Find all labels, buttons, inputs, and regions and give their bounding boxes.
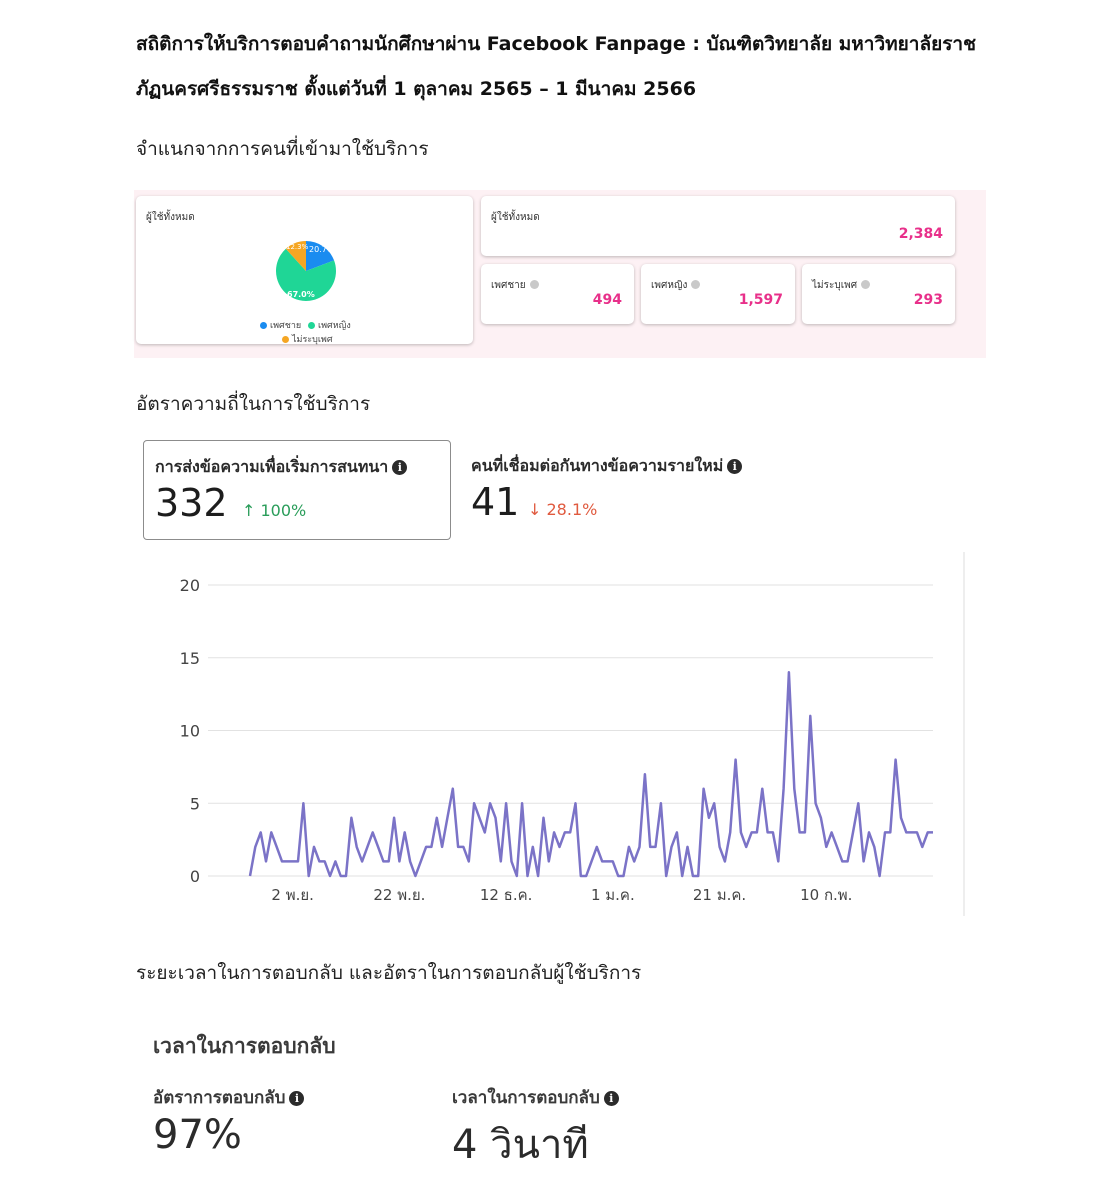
female-value: 1,597 — [738, 292, 783, 308]
conversations-label: การส่งข้อความเพื่อเริ่มการสนทนา — [155, 457, 389, 476]
section-heading-frequency: อัตราความถี่ในการใช้บริการ — [136, 393, 371, 415]
pie-slice-male — [306, 241, 335, 271]
legend-male: เพศชาย — [260, 318, 301, 332]
title-line-2: ภัฏนครศรีธรรมราช ตั้งแต่วันที่ 1 ตุลาคม … — [136, 78, 697, 100]
demographics-panel: ผู้ใช้ทั้งหมด 20.7% 67.0% 12.3% เพศชาย เ… — [134, 190, 986, 358]
info-icon[interactable]: i — [727, 459, 743, 474]
info-icon[interactable] — [861, 280, 871, 289]
info-icon[interactable]: i — [289, 1091, 305, 1106]
female-card: เพศหญิง 1,597 — [641, 264, 795, 324]
legend-unknown: ไม่ระบุเพศ — [282, 332, 333, 346]
total-users-label: ผู้ใช้ทั้งหมด — [491, 212, 540, 223]
pie-card: ผู้ใช้ทั้งหมด 20.7% 67.0% 12.3% เพศชาย เ… — [136, 196, 473, 346]
response-rate-label-wrap: อัตราการตอบกลับ i — [153, 1084, 305, 1111]
female-card-label-wrap: เพศหญิง — [651, 278, 701, 293]
y-tick-label: 5 — [190, 794, 200, 813]
total-users-value: 2,384 — [898, 226, 943, 242]
x-tick-label: 22 พ.ย. — [373, 886, 425, 904]
legend-female-label: เพศหญิง — [318, 321, 351, 331]
title-line-1: สถิติการให้บริการตอบคำถามนักศึกษาผ่าน Fa… — [136, 33, 976, 55]
pie-slice-unknown — [285, 241, 306, 271]
legend-dot-female — [308, 321, 315, 329]
messages-line-chart: 0 5 10 15 20 2 พ.ย. 22 พ.ย. 12 ธ.ค. 1 ม.ค. 21 ม.ค… — [180, 552, 965, 916]
legend-female: เพศหญิง — [308, 318, 351, 332]
info-icon[interactable] — [529, 280, 539, 289]
male-card-label-wrap: เพศชาย — [491, 278, 539, 293]
gender-pie-chart: 20.7% 67.0% 12.3% — [276, 241, 336, 302]
response-time-value: 4 วินาที — [452, 1122, 589, 1168]
new-contacts-value: 41 — [471, 480, 520, 524]
x-tick-label: 21 ม.ค. — [693, 886, 746, 904]
pie-label-unknown: 12.3% — [286, 243, 309, 251]
unknown-card-label-wrap: ไม่ระบุเพศ — [812, 278, 871, 293]
unknown-label: ไม่ระบุเพศ — [812, 280, 858, 291]
new-contacts-metric-tab[interactable]: คนที่เชื่อมต่อกันทางข้อความรายใหม่ i 41 ↓… — [460, 440, 790, 538]
x-tick-label: 12 ธ.ค. — [480, 886, 533, 904]
male-label: เพศชาย — [491, 280, 526, 291]
male-card: เพศชาย 494 — [481, 264, 634, 324]
pie-slice-female — [276, 248, 336, 302]
conversations-label-wrap: การส่งข้อความเพื่อเริ่มการสนทนา i — [155, 455, 408, 480]
section-heading-users: จำแนกจากการคนที่เข้ามาใช้บริการ — [136, 138, 429, 160]
conversations-value: 332 — [155, 481, 228, 525]
female-label: เพศหญิง — [651, 280, 688, 291]
unknown-value: 293 — [913, 292, 943, 308]
y-tick-label: 15 — [180, 649, 200, 668]
new-contacts-label-wrap: คนที่เชื่อมต่อกันทางข้อความรายใหม่ i — [471, 454, 743, 479]
legend-male-label: เพศชาย — [270, 321, 302, 331]
info-icon[interactable] — [691, 280, 701, 289]
response-time-label: เวลาในการตอบกลับ — [452, 1088, 600, 1108]
unknown-card: ไม่ระบุเพศ 293 — [802, 264, 955, 324]
x-tick-label: 1 ม.ค. — [591, 886, 635, 904]
pie-label-female: 67.0% — [287, 290, 315, 299]
document-title: สถิติการให้บริการตอบคำถามนักศึกษาผ่าน Fa… — [136, 22, 986, 112]
conversations-change: ↑ 100% — [242, 501, 307, 520]
new-contacts-label: คนที่เชื่อมต่อกันทางข้อความรายใหม่ — [471, 456, 724, 475]
response-rate-label: อัตราการตอบกลับ — [153, 1088, 286, 1108]
y-tick-label: 0 — [190, 867, 200, 886]
conversations-metric-tab[interactable]: การส่งข้อความเพื่อเริ่มการสนทนา i 332 ↑ 1… — [143, 440, 451, 540]
info-icon[interactable]: i — [603, 1091, 619, 1106]
legend-unknown-label: ไม่ระบุเพศ — [292, 335, 333, 345]
pie-card-label: ผู้ใช้ทั้งหมด — [146, 212, 195, 223]
legend-dot-male — [260, 321, 267, 329]
male-value: 494 — [592, 292, 622, 308]
y-tick-label: 20 — [180, 576, 200, 595]
pie-label-male: 20.7% — [309, 245, 335, 254]
new-contacts-change: ↓ 28.1% — [528, 500, 598, 519]
legend-dot-unknown — [282, 335, 289, 343]
info-icon[interactable]: i — [392, 460, 408, 475]
response-rate-value: 97% — [153, 1112, 242, 1158]
total-users-card: ผู้ใช้ทั้งหมด 2,384 — [481, 196, 955, 256]
x-tick-label: 2 พ.ย. — [271, 886, 314, 904]
response-time-label-wrap: เวลาในการตอบกลับ i — [452, 1084, 619, 1111]
section-heading-response: ระยะเวลาในการตอบกลับ และอัตราในการตอบกลั… — [136, 962, 642, 984]
response-heading: เวลาในการตอบกลับ — [153, 1034, 336, 1058]
series-line-messages — [248, 671, 933, 878]
x-tick-label: 10 ก.พ. — [800, 886, 852, 904]
y-tick-label: 10 — [180, 722, 200, 741]
